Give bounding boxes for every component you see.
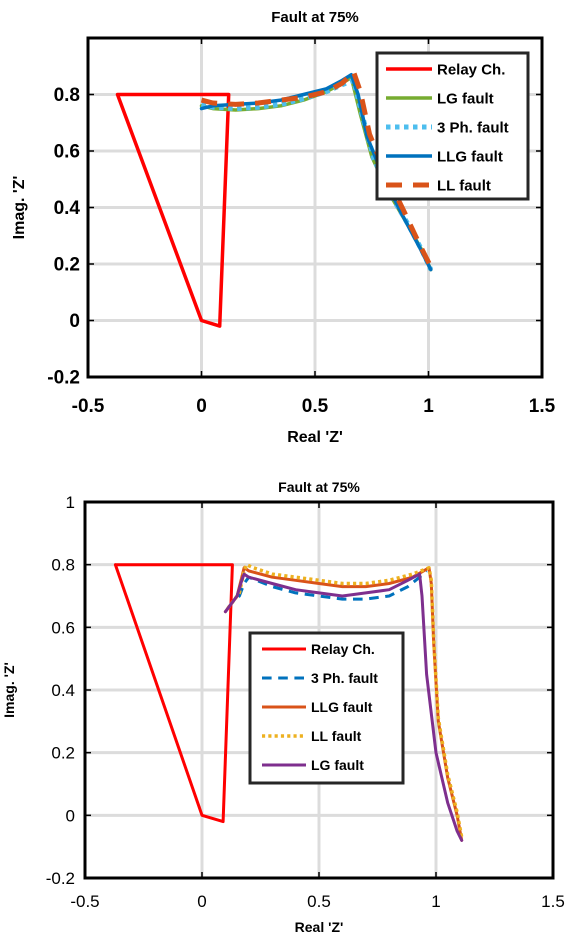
series-group (113, 562, 464, 842)
series-line-relay-ch (115, 92, 231, 328)
y-tick-label: 0.8 (54, 85, 80, 106)
x-tick-label: 0 (196, 396, 207, 417)
legend-label: LLG fault (311, 699, 373, 715)
legend-label: Relay Ch. (311, 641, 375, 657)
chart-title: Fault at 75% (271, 9, 359, 26)
legend-label: Relay Ch. (437, 61, 505, 78)
legend-label: LL fault (311, 728, 362, 744)
x-axis-label: Real 'Z' (287, 429, 343, 446)
y-tick-label: 0.8 (51, 556, 75, 575)
series-line-ll-fault (200, 69, 434, 268)
y-tick-label: 1 (66, 493, 75, 512)
x-tick-label: 1.5 (541, 892, 565, 911)
y-tick-label: -0.2 (47, 368, 80, 389)
legend-label: 3 Ph. fault (311, 670, 378, 686)
x-tick-label: -0.5 (72, 396, 105, 417)
x-tick-label: 0.5 (302, 396, 329, 417)
y-tick-label: 0.2 (51, 744, 75, 763)
y-tick-label: 0.6 (54, 142, 80, 163)
legend-label: LG fault (437, 90, 494, 107)
legend: Relay Ch. LG fault 3 Ph. fault LLG fault LL … (375, 51, 530, 201)
x-axis-label: Real 'Z' (295, 919, 344, 935)
y-tick-label: -0.2 (46, 869, 75, 888)
series-group (115, 69, 434, 328)
chart-title: Fault at 75% (278, 479, 360, 495)
x-tick-label: 0 (197, 892, 206, 911)
x-tick-label: 1.5 (529, 396, 556, 417)
y-tick-label: 0 (69, 311, 80, 332)
series-line-relay-ch (113, 563, 234, 824)
x-tick-label: -0.5 (70, 892, 99, 911)
chart-1: -0.5 0 0.5 1 1.5 -0.2 0 0.2 0.4 0.6 0.8 Fault at 75… (11, 9, 556, 446)
x-tick-label: 0.5 (307, 892, 331, 911)
y-tick-label: 0 (66, 806, 75, 825)
series-line-lg-fault (223, 572, 464, 842)
y-tick-label: 0.4 (51, 681, 75, 700)
x-tick-label: 1 (423, 396, 434, 417)
y-tick-label: 0.2 (54, 255, 80, 276)
legend-box (375, 51, 530, 201)
legend: Relay Ch. 3 Ph. fault LLG fault LL fault LG … (248, 631, 405, 785)
legend-label: LG fault (311, 757, 364, 773)
y-axis-label: Imag. 'Z' (1, 662, 17, 718)
x-tick-label: 1 (431, 892, 440, 911)
y-tick-label: 0.6 (51, 618, 75, 637)
legend-label: LLG fault (437, 148, 503, 165)
y-axis-label: Imag. 'Z' (11, 176, 28, 240)
legend-label: 3 Ph. fault (437, 119, 509, 136)
legend-label: LL fault (437, 177, 491, 194)
y-tick-label: 0.4 (54, 198, 81, 219)
chart-2: -0.5 0 0.5 1 1.5 -0.2 0 0.2 0.4 0.6 0.8 1 Fault at 7… (1, 479, 565, 935)
series-line-ll-fault (226, 562, 464, 838)
